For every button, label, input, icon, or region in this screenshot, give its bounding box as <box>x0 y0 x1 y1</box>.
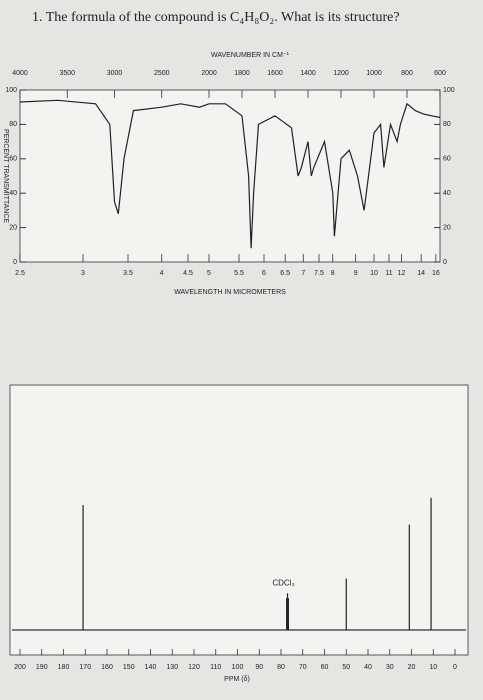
x2-tick-label: 8 <box>331 270 335 277</box>
y-tick-label: 40 <box>443 190 451 197</box>
x-tick-label: 200 <box>14 664 26 671</box>
x-tick-label: 190 <box>36 664 48 671</box>
x-tick-label: 30 <box>386 664 394 671</box>
question: 1. The formula of the compound is C₄H₈O₂… <box>32 10 400 25</box>
y-tick-label: 60 <box>443 156 451 163</box>
x-tick-label: 90 <box>255 664 263 671</box>
y-tick-label: 0 <box>443 259 447 266</box>
x-tick-label: 40 <box>364 664 372 671</box>
x-tick-label: 120 <box>188 664 200 671</box>
x-tick-label: 0 <box>453 664 457 671</box>
plot-frame <box>19 89 441 263</box>
plot-frame <box>9 384 469 656</box>
x-tick-label: 20 <box>408 664 416 671</box>
x-tick-label: 110 <box>210 664 221 671</box>
y-tick-label: 20 <box>9 224 17 231</box>
x2-tick-label: 11 <box>385 270 392 277</box>
y-tick-label: 100 <box>5 87 17 94</box>
x-tick-label: 1400 <box>300 70 316 77</box>
x-tick-label: 4000 <box>12 70 28 77</box>
x2-tick-label: 9 <box>354 270 358 277</box>
annotation: CDCl₃ <box>272 579 294 588</box>
y-tick-label: 0 <box>13 259 17 266</box>
x-tick-label: 60 <box>321 664 329 671</box>
x-tick-label: 150 <box>123 664 135 671</box>
x2-tick-label: 3 <box>81 270 85 277</box>
x-tick-label: 70 <box>299 664 307 671</box>
y-tick-label: 60 <box>9 156 17 163</box>
x2-tick-label: 5 <box>207 270 211 277</box>
x2-tick-label: 3.5 <box>123 270 133 277</box>
x2-tick-label: 5.5 <box>234 270 244 277</box>
x-tick-label: 180 <box>58 664 70 671</box>
y-tick-label: 80 <box>9 121 17 128</box>
x-tick-label: 1600 <box>267 70 283 77</box>
x-tick-label: 2500 <box>154 70 170 77</box>
x2-tick-label: 14 <box>417 270 425 277</box>
y-tick-label: 40 <box>9 190 17 197</box>
x-tick-label: 600 <box>434 70 446 77</box>
x-tick-label: 800 <box>401 70 413 77</box>
x2-tick-label: 4.5 <box>183 270 193 277</box>
x2-tick-label: 12 <box>398 270 406 277</box>
x-tick-label: 3500 <box>59 70 75 77</box>
x-tick-label: 1000 <box>366 70 382 77</box>
x-tick-label: 100 <box>232 664 244 671</box>
x-axis-label: WAVELENGTH IN MICROMETERS <box>174 289 286 296</box>
x-tick-label: 50 <box>342 664 350 671</box>
x-tick-label: 160 <box>101 664 113 671</box>
x-tick-label: 10 <box>429 664 437 671</box>
x-tick-label: 140 <box>145 664 157 671</box>
y-tick-label: 80 <box>443 121 451 128</box>
x2-tick-label: 7 <box>301 270 305 277</box>
x2-tick-label: 16 <box>432 270 440 277</box>
axis-title: WAVENUMBER IN CM⁻¹ <box>211 52 290 59</box>
y-tick-label: 100 <box>443 87 455 94</box>
x2-tick-label: 6 <box>262 270 266 277</box>
y-tick-label: 20 <box>443 224 451 231</box>
y-axis-label: PERCENT TRANSMITTANCE <box>2 129 9 223</box>
x-axis-label: PPM (δ) <box>224 676 250 683</box>
x2-tick-label: 7.5 <box>314 270 324 277</box>
x-tick-label: 80 <box>277 664 285 671</box>
x-tick-label: 130 <box>166 664 178 671</box>
x-tick-label: 3000 <box>107 70 123 77</box>
x-tick-label: 2000 <box>201 70 217 77</box>
x2-tick-label: 10 <box>370 270 378 277</box>
x2-tick-label: 4 <box>160 270 164 277</box>
x2-tick-label: 6.5 <box>280 270 290 277</box>
x-tick-label: 1800 <box>234 70 250 77</box>
x-tick-label: 1200 <box>333 70 349 77</box>
x2-tick-label: 2.5 <box>15 270 25 277</box>
ir-spectrum <box>19 99 441 249</box>
x-tick-label: 170 <box>79 664 91 671</box>
